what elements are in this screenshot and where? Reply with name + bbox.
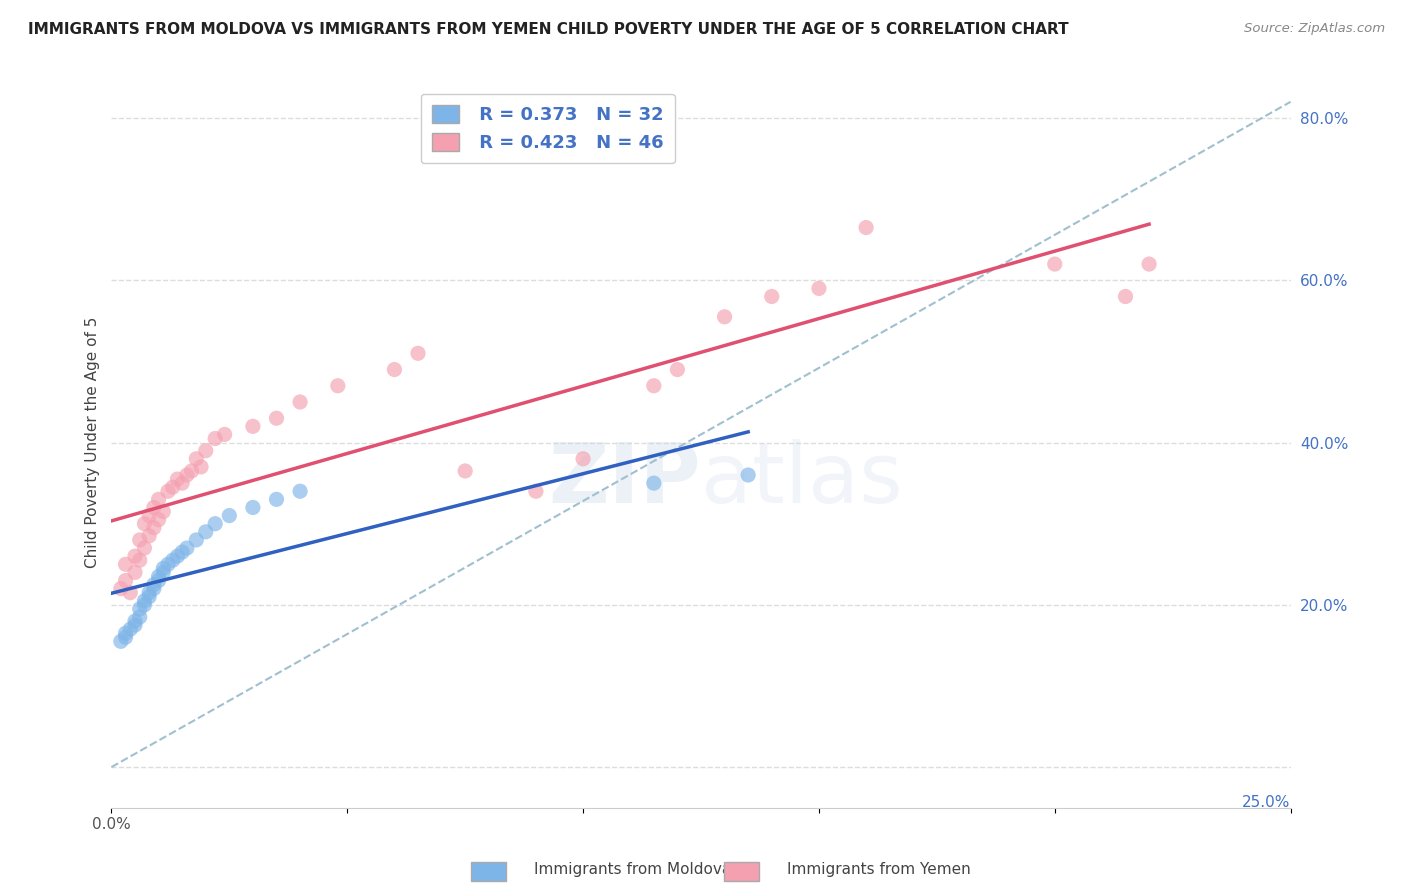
Point <box>142 582 165 596</box>
Point <box>288 484 311 499</box>
Point <box>142 577 165 591</box>
Point <box>1115 289 1137 303</box>
Point <box>643 378 665 392</box>
Point <box>288 395 311 409</box>
Point <box>142 500 165 515</box>
Point <box>1043 257 1066 271</box>
Point <box>134 598 156 612</box>
Point <box>124 549 146 563</box>
Point <box>138 585 160 599</box>
Point <box>218 508 240 523</box>
Point <box>148 513 170 527</box>
Point <box>128 602 150 616</box>
Point <box>454 464 477 478</box>
Point <box>152 566 174 580</box>
Point <box>142 521 165 535</box>
Point <box>120 585 142 599</box>
Point <box>138 590 160 604</box>
Text: Immigrants from Yemen: Immigrants from Yemen <box>787 863 972 877</box>
Point <box>114 574 136 588</box>
Point <box>110 582 132 596</box>
Point <box>124 566 146 580</box>
Text: Immigrants from Moldova: Immigrants from Moldova <box>534 863 731 877</box>
Legend:  R = 0.373   N = 32,  R = 0.423   N = 46: R = 0.373 N = 32, R = 0.423 N = 46 <box>420 94 675 163</box>
Point <box>204 516 226 531</box>
Point <box>194 524 217 539</box>
Point <box>1137 257 1160 271</box>
Point <box>114 630 136 644</box>
Point <box>152 504 174 518</box>
Point <box>190 459 212 474</box>
Point <box>148 569 170 583</box>
Text: atlas: atlas <box>702 439 903 519</box>
Point <box>134 594 156 608</box>
Point <box>384 362 406 376</box>
Point <box>138 529 160 543</box>
Point <box>166 472 188 486</box>
Point <box>524 484 547 499</box>
Point <box>128 533 150 547</box>
Point <box>124 614 146 628</box>
Point <box>166 549 188 563</box>
Point <box>134 541 156 555</box>
Point <box>128 553 150 567</box>
Text: ZIP: ZIP <box>548 439 702 519</box>
Point <box>326 378 349 392</box>
Y-axis label: Child Poverty Under the Age of 5: Child Poverty Under the Age of 5 <box>86 317 100 568</box>
Point <box>172 476 194 491</box>
Point <box>134 516 156 531</box>
Point <box>120 622 142 636</box>
Point <box>156 484 179 499</box>
Point <box>148 574 170 588</box>
Point <box>194 443 217 458</box>
Point <box>114 626 136 640</box>
Point <box>172 545 194 559</box>
Point <box>242 500 264 515</box>
Point <box>124 618 146 632</box>
Point <box>176 541 198 555</box>
Point <box>152 561 174 575</box>
Point <box>110 634 132 648</box>
Point <box>266 492 288 507</box>
Point <box>176 468 198 483</box>
Point <box>114 558 136 572</box>
Point <box>713 310 735 324</box>
Text: IMMIGRANTS FROM MOLDOVA VS IMMIGRANTS FROM YEMEN CHILD POVERTY UNDER THE AGE OF : IMMIGRANTS FROM MOLDOVA VS IMMIGRANTS FR… <box>28 22 1069 37</box>
Point <box>643 476 665 491</box>
Point <box>148 492 170 507</box>
Text: Source: ZipAtlas.com: Source: ZipAtlas.com <box>1244 22 1385 36</box>
Point <box>186 533 208 547</box>
Point <box>666 362 689 376</box>
Point <box>162 553 184 567</box>
Point <box>761 289 783 303</box>
Point <box>186 451 208 466</box>
Point <box>156 558 179 572</box>
Point <box>204 432 226 446</box>
Point <box>138 508 160 523</box>
Point <box>807 281 830 295</box>
Text: 25.0%: 25.0% <box>1243 795 1291 810</box>
Point <box>855 220 877 235</box>
Point <box>180 464 202 478</box>
Point <box>128 610 150 624</box>
Point <box>406 346 429 360</box>
Point <box>162 480 184 494</box>
Point <box>737 468 759 483</box>
Point <box>242 419 264 434</box>
Point <box>572 451 595 466</box>
Point <box>266 411 288 425</box>
Point <box>214 427 236 442</box>
